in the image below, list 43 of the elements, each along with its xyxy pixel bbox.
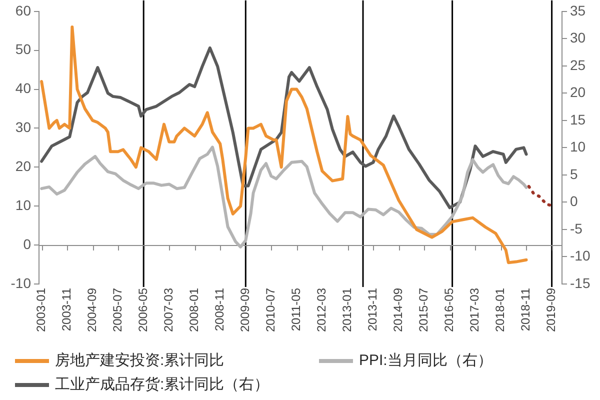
x-tick-label: 2014-09 bbox=[391, 288, 406, 332]
y2-tick-label: 0 bbox=[570, 193, 578, 210]
y2-tick-label: 35 bbox=[570, 2, 586, 18]
x-tick-label: 2003-01 bbox=[34, 288, 48, 332]
y-tick-label: 10 bbox=[15, 196, 32, 213]
x-tick-label: 2017-03 bbox=[468, 288, 482, 332]
y2-tick-label: 5 bbox=[570, 166, 578, 182]
x-tick-label: 2015-07 bbox=[416, 288, 431, 332]
x-tick-label: 2013-01 bbox=[340, 288, 354, 332]
y2-tick-label: 10 bbox=[570, 138, 586, 155]
x-tick-label: 2016-05 bbox=[442, 288, 456, 332]
y2-tick-label: 25 bbox=[570, 56, 586, 73]
x-tick-label: 2005-07 bbox=[110, 288, 124, 332]
y2-tick-label: -15 bbox=[570, 274, 590, 291]
y-tick-label: -10 bbox=[10, 274, 32, 291]
x-tick-label: 2018-11 bbox=[518, 288, 533, 332]
x-tick-label: 2011-05 bbox=[288, 288, 303, 332]
x-tick-label: 2012-03 bbox=[314, 288, 328, 332]
y2-tick-label: 15 bbox=[570, 111, 586, 128]
legend-label: 房地产建安投资:累计同比 bbox=[55, 351, 224, 370]
y-tick-label: 60 bbox=[15, 2, 32, 18]
y-tick-label: 50 bbox=[15, 41, 32, 58]
x-tick-label: 2019-09 bbox=[544, 288, 558, 332]
y-tick-label: 30 bbox=[15, 119, 32, 136]
y2-tick-label: -10 bbox=[570, 248, 590, 264]
x-tick-label: 2006-05 bbox=[136, 288, 150, 332]
x-tick-label: 2009-09 bbox=[238, 288, 252, 332]
x-tick-label: 2013-11 bbox=[366, 288, 380, 332]
y-tick-label: 40 bbox=[15, 80, 32, 96]
y2-tick-label: -5 bbox=[570, 220, 583, 236]
x-tick-label: 2018-01 bbox=[493, 288, 508, 332]
y2-tick-label: 20 bbox=[570, 84, 586, 100]
y-tick-label: 20 bbox=[15, 158, 32, 174]
legend-label: PPI:当月同比（右） bbox=[359, 351, 492, 370]
x-tick-label: 2008-11 bbox=[212, 288, 226, 332]
legend-label: 工业产成品存货:累计同比（右） bbox=[55, 375, 270, 394]
y-tick-label: 0 bbox=[23, 236, 32, 252]
x-tick-label: 2008-01 bbox=[186, 288, 201, 332]
x-tick-label: 2004-09 bbox=[84, 288, 99, 332]
x-tick-label: 2007-03 bbox=[161, 288, 176, 332]
x-tick-label: 2003-11 bbox=[59, 288, 74, 332]
y2-tick-label: 30 bbox=[570, 30, 586, 46]
x-tick-label: 2010-07 bbox=[263, 288, 278, 332]
